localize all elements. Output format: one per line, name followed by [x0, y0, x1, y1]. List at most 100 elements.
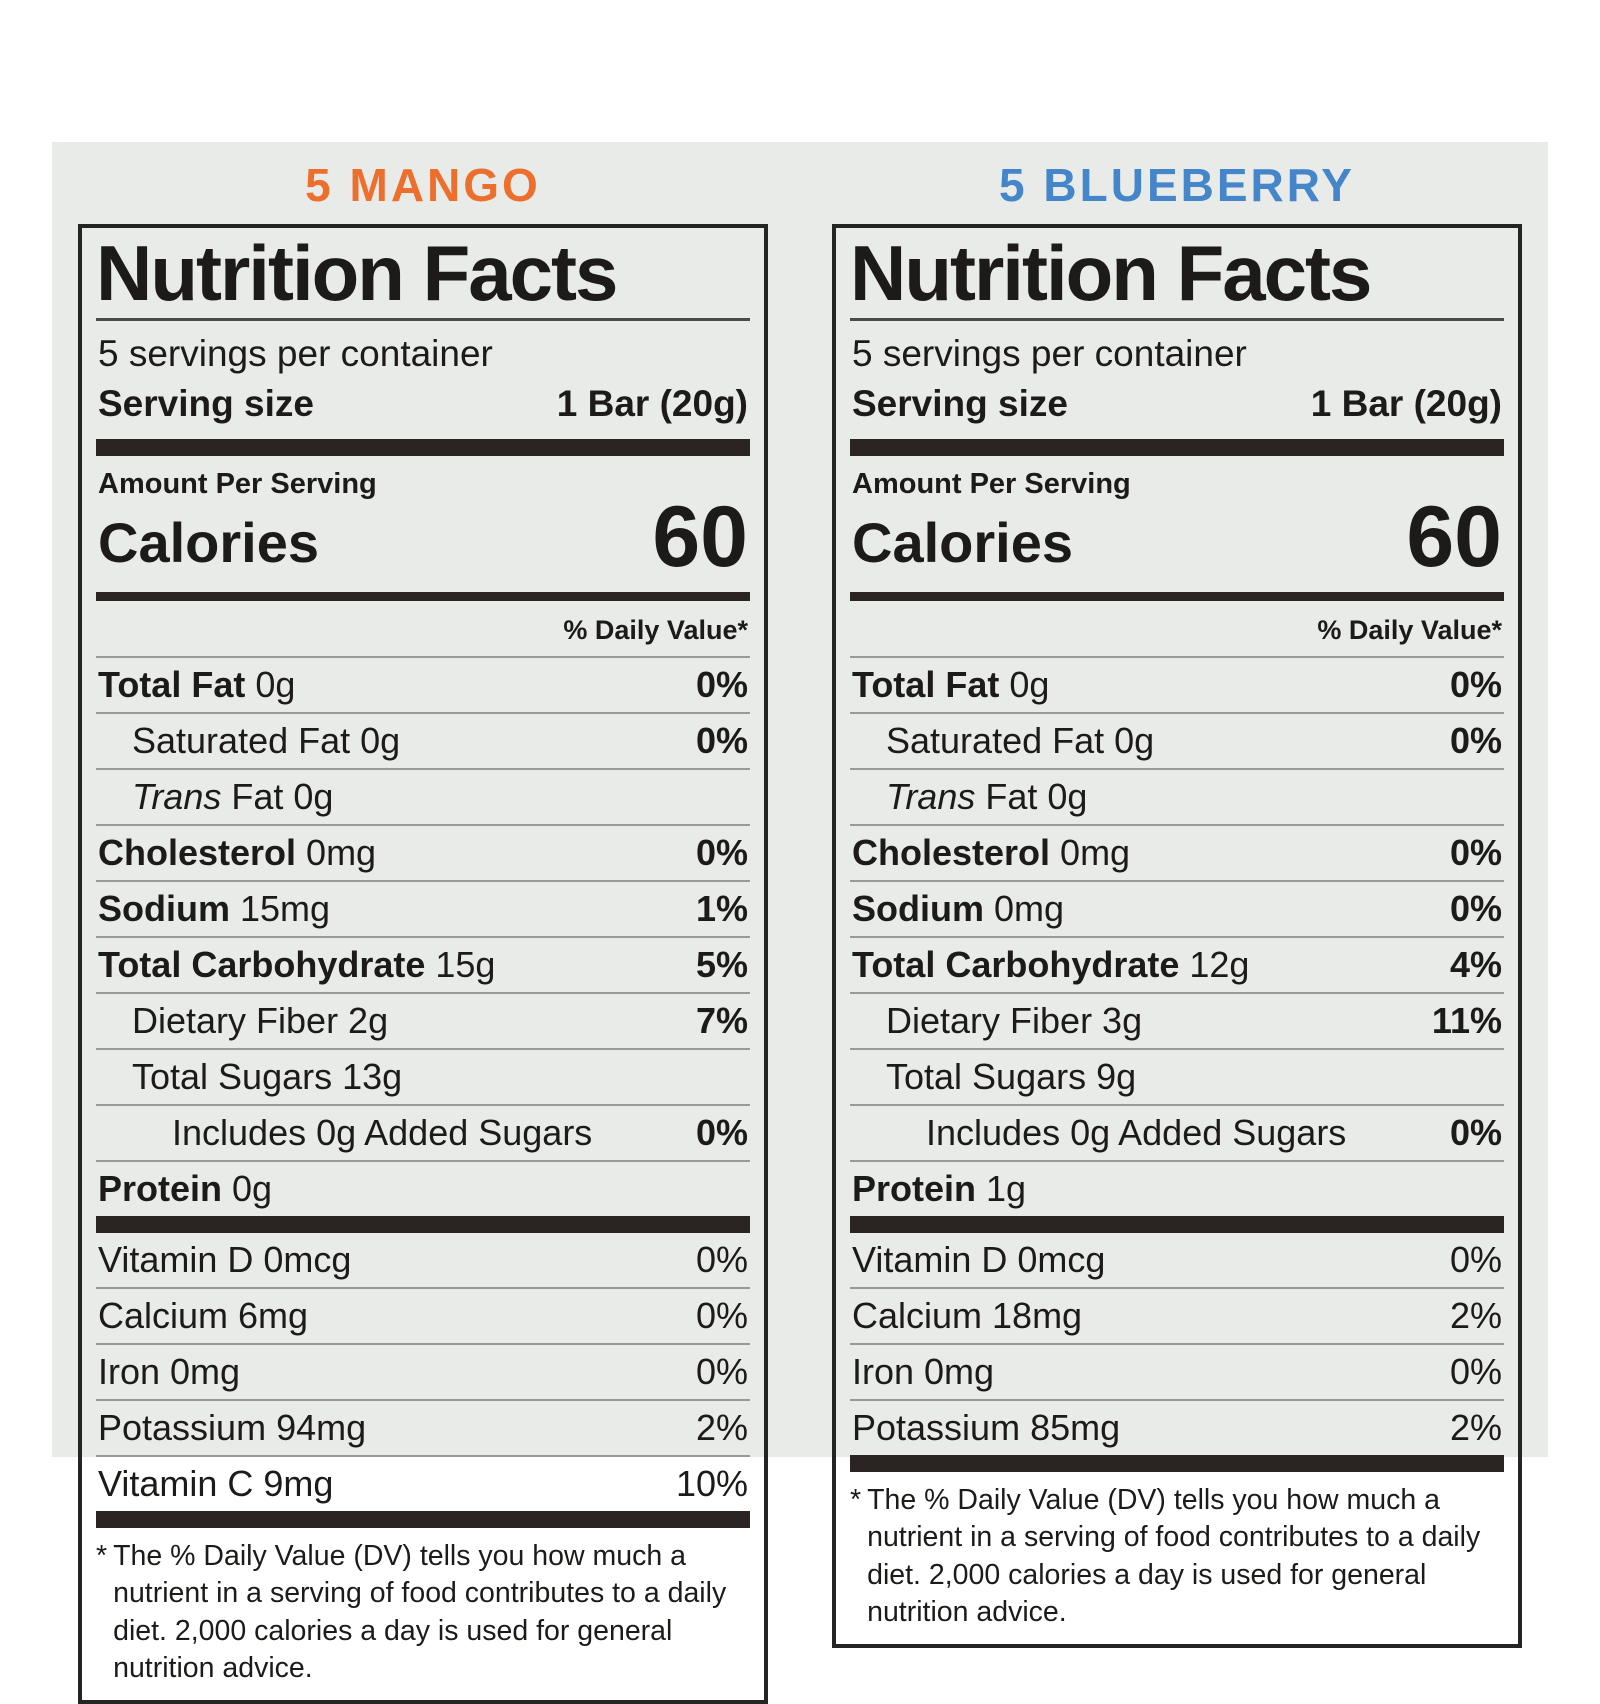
nutrient-row: Vitamin C 9mg 10%: [96, 1454, 750, 1511]
daily-value-header: % Daily Value*: [1317, 614, 1502, 645]
nutrient-name: Includes 0g Added Sugars: [172, 1111, 593, 1153]
nutrient-name: Potassium 85mg: [852, 1406, 1121, 1448]
nutrient-name: Total Sugars 9g: [886, 1055, 1137, 1097]
nutrient-row: Total Sugars 13g: [96, 1047, 750, 1104]
divider-thick: [850, 438, 1504, 456]
nutrient-row: Calcium 18mg 2%: [850, 1286, 1504, 1343]
nutrient-daily-value: 0%: [695, 1350, 748, 1392]
nutrient-row: Dietary Fiber 3g 11%: [850, 991, 1504, 1048]
nutrient-row: Vitamin D 0mcg 0%: [850, 1233, 1504, 1287]
nutrient-daily-value: 5%: [695, 943, 748, 985]
servings-per-container: 5 servings per container: [852, 332, 1247, 374]
nutrient-name: Total Fat 0g: [852, 663, 1050, 705]
footnote-text: The % Daily Value (DV) tells you how muc…: [867, 1483, 1481, 1629]
nutrient-daily-value: 2%: [1449, 1294, 1502, 1336]
flavor-title-mango: 5 MANGO: [305, 159, 541, 211]
nutrient-rows: Total Fat 0g 0% Saturated Fat 0g 0% Trans Fa…: [96, 655, 750, 1216]
calories-value: 60: [652, 488, 748, 585]
nutrient-row: Sodium 0mg 0%: [850, 879, 1504, 936]
nutrient-name: Trans Fat 0g: [886, 775, 1088, 817]
nutrient-row: Iron 0mg 0%: [850, 1342, 1504, 1399]
nutrient-name: Saturated Fat 0g: [132, 719, 401, 761]
nutrient-daily-value: 0%: [1449, 663, 1502, 705]
divider-thick: [850, 1215, 1504, 1233]
serving-size-label: Serving size: [852, 382, 1068, 424]
daily-value-footnote: * The % Daily Value (DV) tells you how m…: [850, 1472, 1504, 1640]
nutrient-row: Includes 0g Added Sugars 0%: [96, 1103, 750, 1160]
nutrient-row: Total Fat 0g 0%: [850, 655, 1504, 712]
nutrient-name: Calcium 18mg: [852, 1294, 1083, 1336]
nutrient-name: Total Carbohydrate 15g: [98, 943, 496, 985]
micronutrient-rows: Vitamin D 0mcg 0% Calcium 6mg 0% Iron 0mg 0% P…: [96, 1233, 750, 1511]
nutrient-row: Cholesterol 0mg 0%: [850, 823, 1504, 880]
nutrient-name: Dietary Fiber 3g: [886, 999, 1143, 1041]
nutrient-row: Sodium 15mg 1%: [96, 879, 750, 936]
nutrient-row: Total Carbohydrate 12g 4%: [850, 935, 1504, 992]
nutrient-daily-value: 0%: [695, 1111, 748, 1153]
nutrient-row: Cholesterol 0mg 0%: [96, 823, 750, 880]
nutrition-facts-box-blueberry: Nutrition Facts 5 servings per container…: [832, 224, 1522, 1649]
serving-size-row: Serving size 1 Bar (20g): [850, 377, 1504, 439]
nutrient-daily-value: 4%: [1449, 943, 1502, 985]
nutrient-row: Protein 1g: [850, 1159, 1504, 1216]
calories-row: Calories 60: [850, 488, 1504, 585]
divider-thick: [96, 438, 750, 456]
divider-thick: [850, 1454, 1504, 1472]
serving-size-row: Serving size 1 Bar (20g): [96, 377, 750, 439]
nutrient-name: Total Sugars 13g: [132, 1055, 403, 1097]
label-card: 5 MANGO Nutrition Facts 5 servings per c…: [52, 142, 1548, 1704]
footnote-asterisk: *: [850, 1483, 862, 1516]
nutrient-row: Dietary Fiber 2g 7%: [96, 991, 750, 1048]
calories-label: Calories: [98, 511, 319, 575]
nutrient-daily-value: 2%: [1449, 1406, 1502, 1448]
calories-value: 60: [1406, 488, 1502, 585]
amount-per-serving-label: Amount Per Serving: [98, 467, 377, 500]
divider-thick: [96, 1215, 750, 1233]
nutrient-row: Potassium 85mg 2%: [850, 1398, 1504, 1455]
nutrient-row: Iron 0mg 0%: [96, 1342, 750, 1399]
daily-value-header: % Daily Value*: [563, 614, 748, 645]
nutrient-row: Includes 0g Added Sugars 0%: [850, 1103, 1504, 1160]
nutrient-name: Total Carbohydrate 12g: [852, 943, 1250, 985]
micronutrient-rows: Vitamin D 0mcg 0% Calcium 18mg 2% Iron 0mg 0%…: [850, 1233, 1504, 1455]
nutrient-name: Vitamin D 0mcg: [98, 1238, 352, 1280]
nutrient-row: Saturated Fat 0g 0%: [850, 711, 1504, 768]
divider-medium: [96, 591, 750, 601]
nutrient-name: Iron 0mg: [98, 1350, 241, 1392]
nutrient-name: Protein 0g: [98, 1167, 273, 1209]
nutrient-name: Vitamin D 0mcg: [852, 1238, 1106, 1280]
nutrient-row: Protein 0g: [96, 1159, 750, 1216]
nutrient-daily-value: 0%: [1449, 831, 1502, 873]
nutrient-name: Total Fat 0g: [98, 663, 296, 705]
nutrient-name: Sodium 15mg: [98, 887, 331, 929]
nutrient-daily-value: 0%: [1449, 887, 1502, 929]
nutrient-daily-value: 11%: [1431, 999, 1502, 1041]
nutrient-row: Trans Fat 0g: [96, 767, 750, 824]
nutrient-row: Trans Fat 0g: [850, 767, 1504, 824]
calories-row: Calories 60: [96, 488, 750, 585]
nutrition-facts-title: Nutrition Facts: [96, 228, 750, 321]
daily-value-footnote: * The % Daily Value (DV) tells you how m…: [96, 1528, 750, 1696]
nutrient-row: Total Fat 0g 0%: [96, 655, 750, 712]
nutrient-name: Cholesterol 0mg: [852, 831, 1131, 873]
nutrient-rows: Total Fat 0g 0% Saturated Fat 0g 0% Trans Fa…: [850, 655, 1504, 1216]
nutrient-row: Total Sugars 9g: [850, 1047, 1504, 1104]
nutrient-daily-value: 2%: [695, 1406, 748, 1448]
nutrition-facts-box-mango: Nutrition Facts 5 servings per container…: [78, 224, 768, 1704]
nutrient-name: Calcium 6mg: [98, 1294, 309, 1336]
divider-thick: [96, 1510, 750, 1528]
nutrient-row: Potassium 94mg 2%: [96, 1398, 750, 1455]
nutrient-name: Potassium 94mg: [98, 1406, 367, 1448]
nutrient-name: Vitamin C 9mg: [98, 1462, 334, 1504]
nutrient-daily-value: 10%: [675, 1462, 748, 1504]
serving-size-label: Serving size: [98, 382, 314, 424]
nutrient-name: Saturated Fat 0g: [886, 719, 1155, 761]
nutrient-daily-value: 7%: [695, 999, 748, 1041]
nutrient-daily-value: 0%: [1449, 1238, 1502, 1280]
nutrient-name: Trans Fat 0g: [132, 775, 334, 817]
nutrient-daily-value: 0%: [695, 719, 748, 761]
nutrient-name: Cholesterol 0mg: [98, 831, 377, 873]
amount-per-serving-label: Amount Per Serving: [852, 467, 1131, 500]
nutrient-name: Iron 0mg: [852, 1350, 995, 1392]
nutrition-panel-blueberry: 5 BLUEBERRY Nutrition Facts 5 servings p…: [832, 142, 1522, 1649]
